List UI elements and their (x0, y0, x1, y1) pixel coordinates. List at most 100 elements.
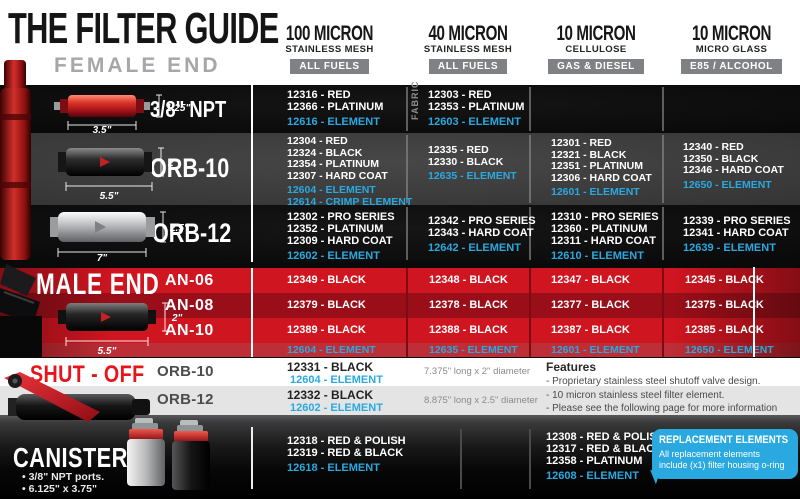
part-number: 12379 - BLACK (287, 299, 366, 311)
row-orb10: ORB-10 12304 - RED 12324 - BLACK 12354 - P… (0, 133, 800, 208)
male-end-title: MALE END (36, 268, 160, 301)
part-number: 12378 - BLACK (429, 299, 508, 311)
column-divider (662, 268, 664, 357)
column-header-10-micron-cellulose: 10 MICRON CELLULOSE GAS & DIESEL (530, 23, 662, 74)
parts-list: 12304 - RED 12324 - BLACK 12354 - PLATINUM… (287, 135, 412, 182)
part-number: 12317 - RED & BLACK (546, 443, 663, 455)
part-number: 12311 - HARD COAT (551, 235, 656, 247)
element-number: 12639 - ELEMENT (683, 242, 776, 254)
parts-list: 12342 - PRO SERIES 12343 - HARD COAT (428, 215, 536, 239)
part-number: 12366 - PLATINUM (287, 101, 384, 113)
part-number: 12306 - HARD COAT (551, 171, 652, 184)
parts-list: 12318 - RED & POLISH 12319 - RED & BLACK (287, 435, 406, 459)
part-number: 12330 - BLACK (428, 155, 504, 168)
part-number: 12347 - BLACK (551, 274, 630, 286)
parts-cell: 12304 - RED 12324 - BLACK 12354 - PLATINUM… (287, 135, 413, 208)
element-number: 12614 - CRIMP ELEMENT (287, 195, 413, 208)
height-dimension: 1.25" (166, 103, 190, 114)
callout-tail (646, 469, 660, 485)
elements-list: 12601 - ELEMENT (551, 186, 652, 199)
element-number: 12604 - ELEMENT (287, 184, 376, 196)
part-number: 12377 - BLACK (551, 299, 630, 311)
port-label: ORB-10 (150, 153, 230, 183)
part-number: 12331 - BLACK (287, 360, 374, 374)
fabric-note: FABRIC (410, 80, 420, 121)
part-number: 12348 - BLACK (429, 274, 508, 286)
elements-list: 12639 - ELEMENT (683, 242, 791, 254)
parts-list: 12340 - RED 12350 - BLACK 12346 - HARD COA… (683, 141, 784, 177)
element-number: 12604 - ELEMENT (290, 374, 383, 386)
elements-list: 12635 - ELEMENT (428, 170, 517, 183)
element-number: 12635 - ELEMENT (428, 170, 517, 182)
feature-item: - Proprietary stainless steel shutoff va… (546, 376, 761, 387)
element-number: 12608 - ELEMENT (546, 470, 639, 482)
column-divider (529, 268, 531, 357)
part-number: 12303 - RED (428, 89, 492, 101)
part-number: 12302 - PRO SERIES (287, 211, 395, 223)
an06-band: AN-06 12349 - BLACK 12348 - BLACK 12347 … (0, 268, 800, 293)
male-fitting-photo (0, 264, 42, 358)
part-number: 12339 - PRO SERIES (683, 215, 791, 227)
parts-cell: 12342 - PRO SERIES 12343 - HARD COAT 1264… (428, 215, 536, 254)
shutoff-valve-photo (4, 372, 150, 422)
parts-cell: 12339 - PRO SERIES 12341 - HARD COAT 1263… (683, 215, 791, 254)
column-divider (406, 135, 408, 203)
column-divider (529, 207, 531, 260)
label-divider (251, 427, 253, 489)
part-number: 12340 - RED (683, 141, 744, 153)
label-divider (251, 268, 253, 357)
column-header-10-micron-micro-glass: 10 MICRON MICRO GLASS E85 / ALCOHOL (663, 22, 800, 74)
port-label: ORB-12 (157, 391, 214, 408)
canister-photos (127, 418, 210, 490)
column-header-40-micron: 40 MICRON STAINLESS MESH ALL FUELS (407, 23, 529, 74)
column-divider (529, 429, 531, 489)
element-number: 12618 - ELEMENT (287, 462, 380, 474)
canister-spec: • 3/8" NPT ports. (22, 471, 105, 483)
fuel-badge: GAS & DIESEL (548, 59, 644, 74)
width-dimension: 7" (97, 253, 108, 262)
canister-title: CANISTER (13, 442, 128, 473)
size-note: 8.875" long x 2.5" diameter (424, 395, 538, 406)
parts-cell: 12303 - RED 12353 - PLATINUM 12603 - ELEM… (428, 89, 524, 128)
column-divider (662, 135, 664, 203)
elements-list: 12608 - ELEMENT (546, 470, 665, 482)
elements-list: 12616 - ELEMENT (287, 116, 383, 128)
parts-cell: 12302 - PRO SERIES 12352 - PLATINUM 12309 … (287, 211, 395, 262)
port-label: 3/8" NPT (150, 96, 227, 122)
callout-body: All replacement elements include (x1) fi… (659, 449, 785, 470)
an-label: AN-08 (165, 297, 214, 314)
part-number: 12345 - BLACK (685, 274, 764, 286)
parts-list: 12303 - RED 12353 - PLATINUM (428, 89, 524, 113)
column-divider (460, 429, 462, 489)
features-list: - Proprietary stainless steel shutoff va… (546, 375, 796, 416)
part-number: 12358 - PLATINUM (546, 455, 643, 467)
element-number: 12602 - ELEMENT (287, 250, 380, 262)
media-label: CELLULOSE (565, 44, 627, 55)
page-title: THE FILTER GUIDE (8, 4, 279, 53)
port-label: ORB-10 (157, 363, 214, 380)
parts-cell: 12316 - RED 12366 - PLATINUM 12616 - ELEM… (287, 89, 383, 128)
parts-list: 12316 - RED 12366 - PLATINUM (287, 89, 383, 113)
parts-list: 12310 - PRO SERIES 12360 - PLATINUM 12311 … (551, 211, 659, 247)
micron-label: 10 MICRON (691, 22, 772, 45)
parts-list: 12301 - RED 12321 - BLACK 12351 - PLATINUM… (551, 137, 652, 184)
parts-cell: 12308 - RED & POLISH 12317 - RED & BLACK 1… (546, 431, 665, 482)
height-dimension: 2.5" (169, 223, 189, 234)
width-dimension: 5.5" (100, 191, 119, 202)
parts-list: 12339 - PRO SERIES 12341 - HARD COAT (683, 215, 791, 239)
column-divider (529, 135, 531, 203)
label-divider (251, 85, 253, 133)
part-number: 12389 - BLACK (287, 324, 366, 336)
an-label: AN-06 (165, 272, 214, 289)
label-divider (251, 133, 253, 205)
part-number: 12309 - HARD COAT (287, 235, 393, 247)
column-divider (406, 207, 408, 260)
feature-item: - 10 micron stainless steel filter eleme… (546, 389, 725, 401)
male-elements-band: 12604 - ELEMENT 12635 - ELEMENT 12601 - … (0, 343, 800, 357)
media-label: STAINLESS MESH (285, 44, 374, 55)
element-number: 12604 - ELEMENT (287, 344, 376, 356)
an-label: AN-10 (165, 322, 214, 339)
element-number: 12601 - ELEMENT (551, 344, 640, 356)
width-dimension: 3.5" (93, 125, 112, 134)
